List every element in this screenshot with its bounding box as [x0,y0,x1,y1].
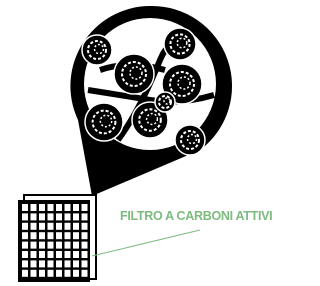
filter-cell [31,260,37,267]
granule [175,125,205,155]
filter-cell [48,242,54,249]
filter-cell [65,242,71,249]
filter-cell [31,242,37,249]
filter-cell [56,213,62,220]
filter-cell [56,232,62,239]
filter-cell [82,251,88,258]
filter-cell [56,204,62,211]
filter-cell [39,204,45,211]
filter-cell [65,204,71,211]
filter-cell [65,251,71,258]
filter-cell [56,270,62,277]
filter-cell [73,213,79,220]
filter-cell [31,232,37,239]
page: FILTRO A CARBONI ATTIVI (() => { const d… [0,0,284,286]
filter-cell [73,270,79,277]
granule [164,28,196,60]
filter-cell [82,270,88,277]
filter-cell [48,270,54,277]
filter-cell [22,232,28,239]
filter-cell [82,213,88,220]
filter-cell [65,270,71,277]
filter-cell [22,223,28,230]
filter-cell [56,223,62,230]
filter-cell [73,232,79,239]
filter-cell [22,242,28,249]
filter-cell [22,204,28,211]
granule [114,54,154,94]
filter-cell [82,223,88,230]
filter-cell [22,213,28,220]
filter-cell [73,204,79,211]
filter-cell [56,260,62,267]
filter-cell [82,204,88,211]
filter-cell [22,251,28,258]
filter-cell [31,223,37,230]
filter-cell [65,223,71,230]
label: FILTRO A CARBONI ATTIVI [120,209,272,223]
granule [82,35,112,65]
filter-cell [39,223,45,230]
filter-cell [73,260,79,267]
filter-cell [48,223,54,230]
filter-cell [82,242,88,249]
filter-cell [39,260,45,267]
filter-cell [31,251,37,258]
filter-cell [22,270,28,277]
filter-cell [48,232,54,239]
filter-cell [48,251,54,258]
filter-cell [31,204,37,211]
filter-cell [39,251,45,258]
leader-line [92,230,200,256]
filter-cell [31,270,37,277]
filter-cell [73,223,79,230]
filter-cell [48,204,54,211]
filter-cell [73,242,79,249]
filter-cell [48,213,54,220]
granule [85,103,123,141]
filter-cell [65,213,71,220]
filter [18,195,96,282]
filter-cell [48,260,54,267]
filter-cell [56,251,62,258]
filter-cell [65,260,71,267]
filter-cell [56,242,62,249]
filter-cell [82,232,88,239]
filter-cell [39,242,45,249]
illustration: FILTRO A CARBONI ATTIVI [0,0,284,286]
filter-cell [22,260,28,267]
filter-front [18,200,90,282]
filter-cell [39,270,45,277]
filter-cell [39,213,45,220]
filter-cell [73,251,79,258]
filter-cell [39,232,45,239]
filter-cell [31,213,37,220]
filter-cell [82,260,88,267]
filter-cell [65,232,71,239]
